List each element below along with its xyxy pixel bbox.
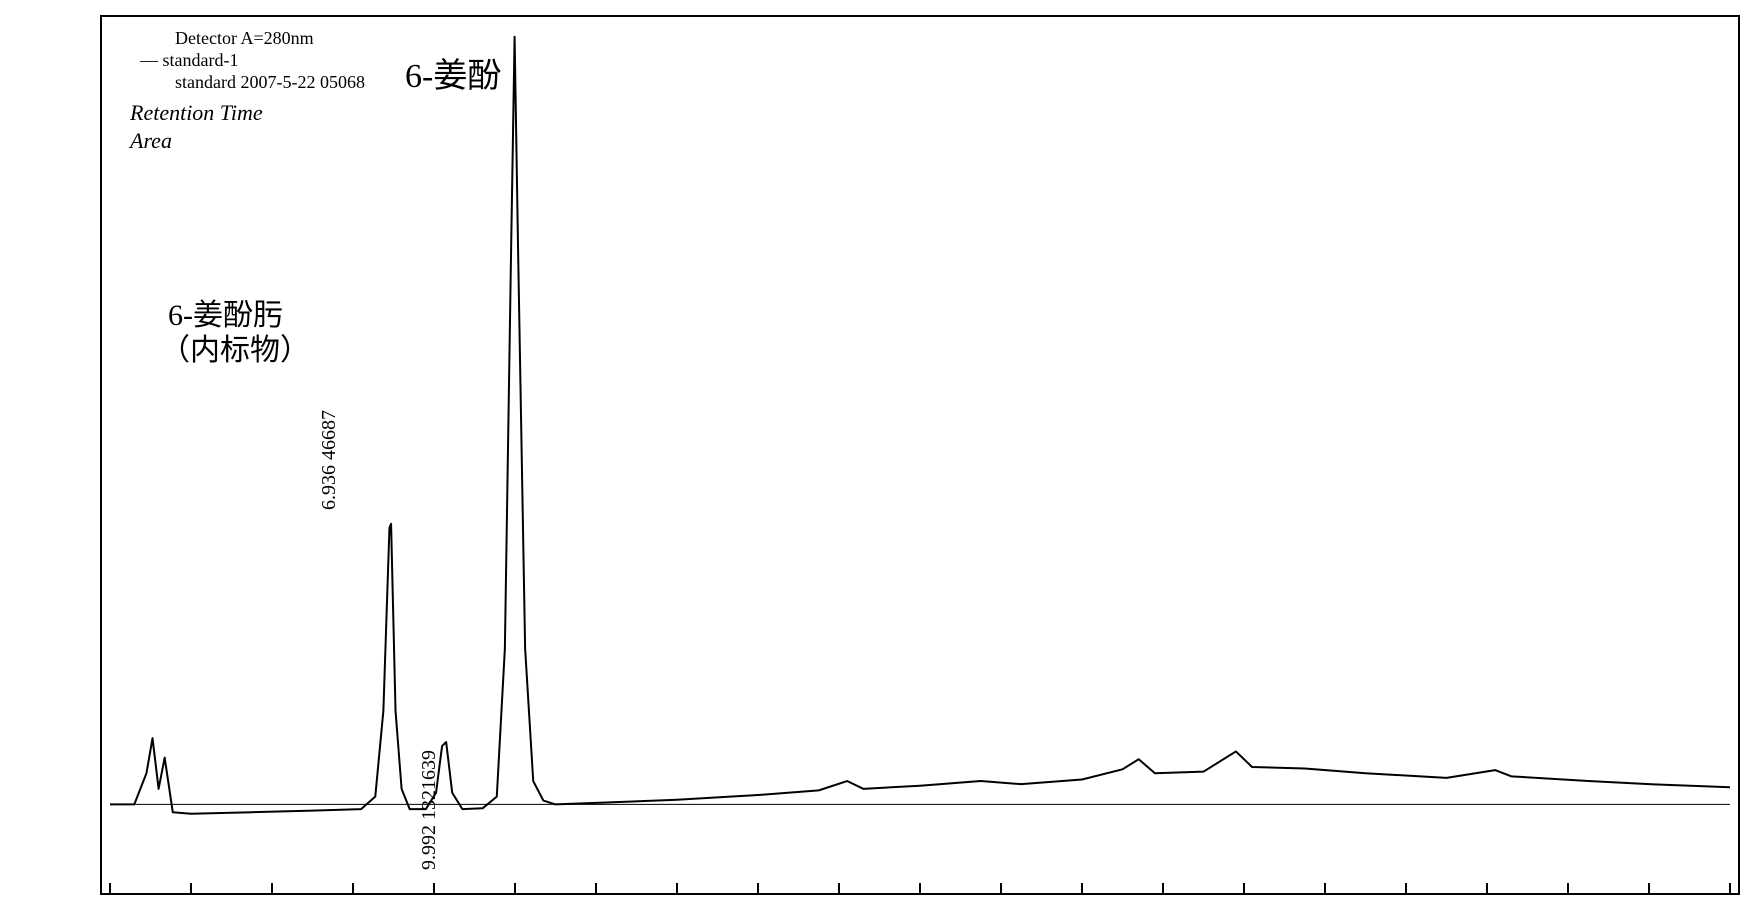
peak1_rt_area: 6.936 46687: [318, 410, 341, 510]
peak2_rt_area: 9.992 1321639: [418, 750, 441, 870]
legend-line-2: standard 2007-5-22 05068: [175, 72, 365, 93]
chromatogram-plot: [0, 0, 1755, 911]
legend-line-3: Retention Time: [130, 100, 263, 126]
legend-line-0: Detector A=280nm: [175, 28, 314, 49]
main_peak_label: 6-姜酚: [405, 48, 501, 97]
legend-line-4: Area: [130, 128, 172, 154]
istd_label_2: （内标物）: [160, 325, 310, 369]
legend-line-1: — standard-1: [140, 50, 238, 71]
